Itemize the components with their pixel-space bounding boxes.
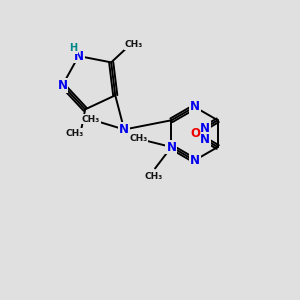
Text: N: N (200, 122, 210, 134)
Text: CH₃: CH₃ (129, 134, 147, 143)
Text: N: N (167, 140, 176, 154)
Text: N: N (119, 123, 129, 136)
Text: O: O (190, 127, 200, 140)
Text: CH₃: CH₃ (82, 115, 100, 124)
Text: CH₃: CH₃ (145, 172, 163, 181)
Text: N: N (190, 100, 200, 113)
Text: N: N (74, 50, 84, 62)
Text: N: N (58, 79, 68, 92)
Text: H: H (69, 43, 77, 53)
Text: CH₃: CH₃ (124, 40, 142, 49)
Text: CH₃: CH₃ (65, 129, 84, 138)
Text: N: N (190, 154, 200, 167)
Text: N: N (200, 133, 210, 146)
